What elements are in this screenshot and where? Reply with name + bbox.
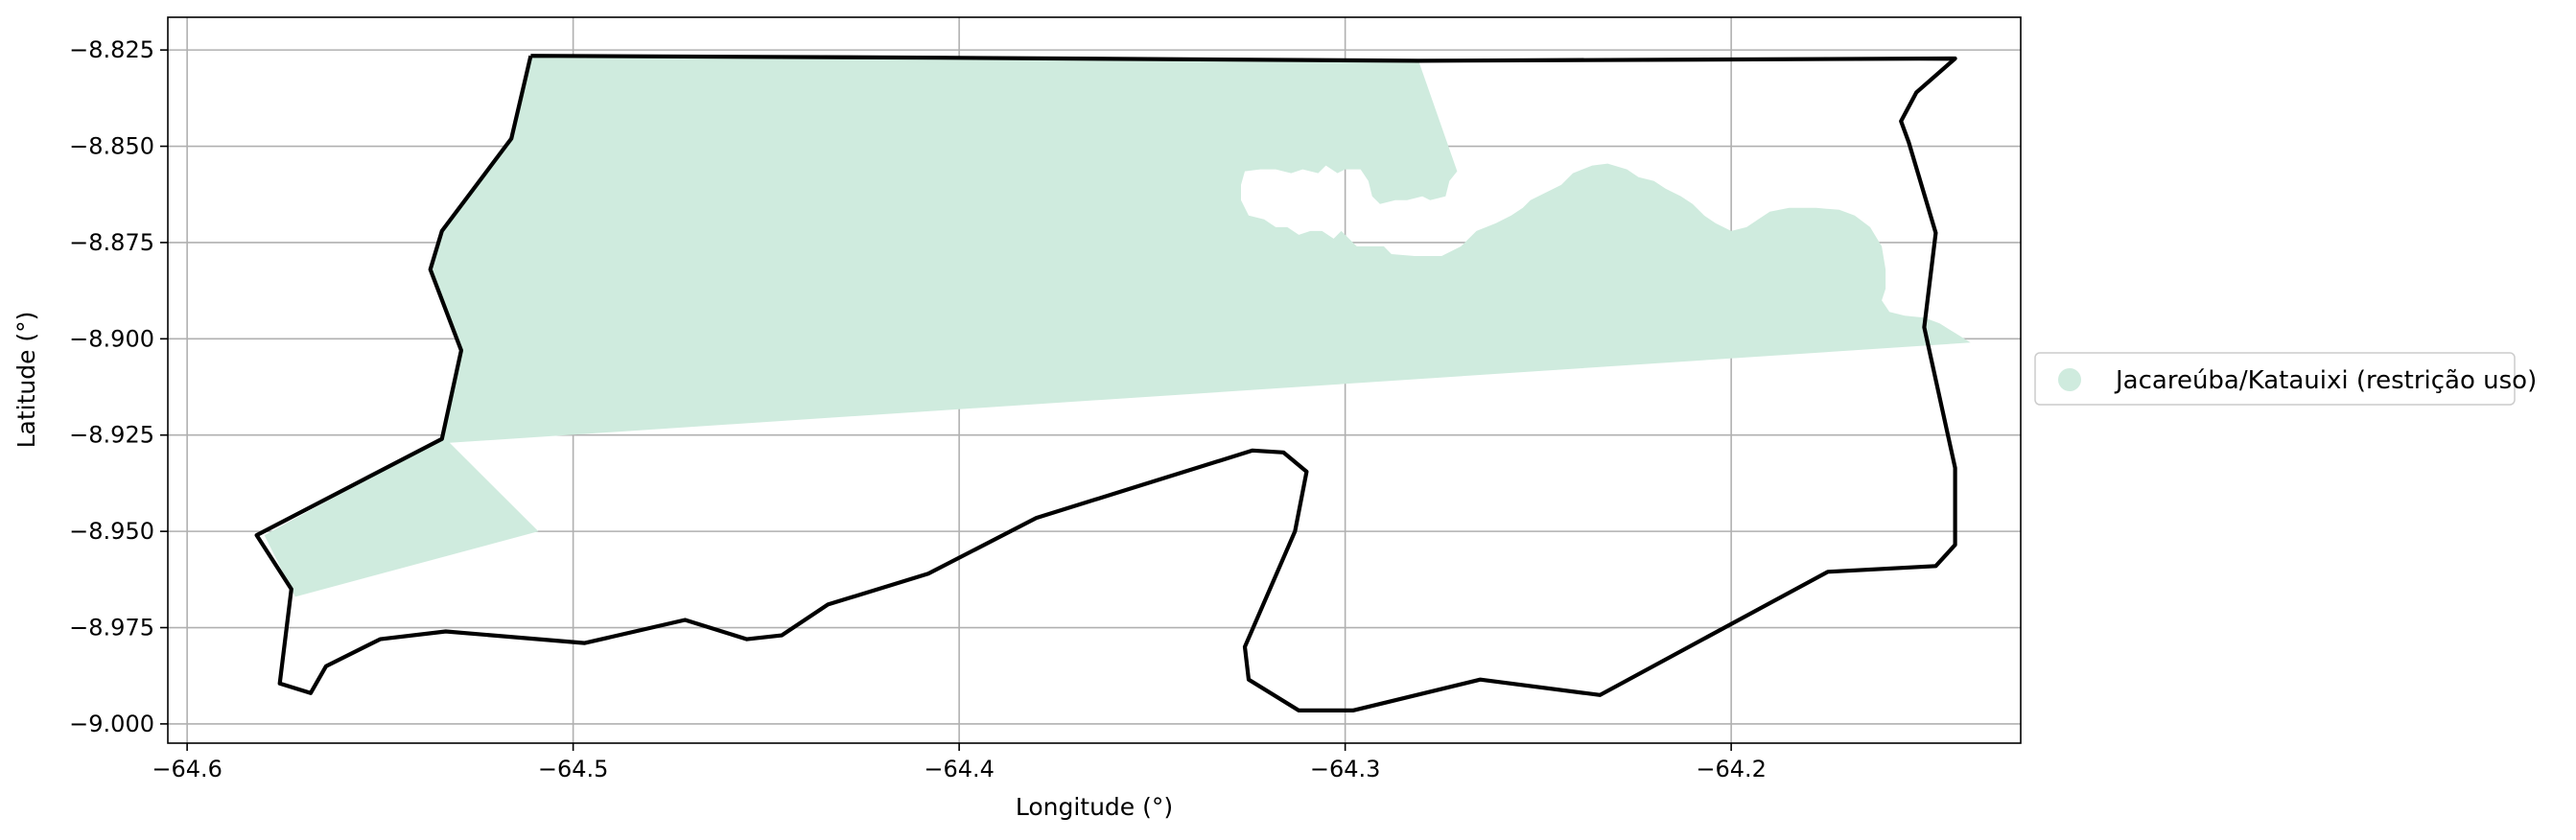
legend-box	[2034, 352, 2516, 406]
x-tick-label: −64.6	[152, 756, 222, 782]
legend-entry-label: Jacareúba/Katauixi (restrição uso)	[2114, 366, 2537, 395]
boundary-line	[254, 54, 1957, 712]
x-tick-label: −64.2	[1696, 756, 1767, 782]
legend-marker-circle	[2058, 368, 2081, 391]
y-tick-label: −8.900	[69, 325, 154, 352]
x-tick-label: −64.3	[1310, 756, 1381, 782]
plot-frame	[167, 16, 2022, 744]
x-axis-label: Longitude (°)	[1016, 793, 1173, 821]
y-tick-label: −8.975	[69, 615, 154, 642]
y-tick-label: −8.950	[69, 518, 154, 545]
y-tick-label: −9.000	[69, 711, 154, 737]
protected-area-polygon	[264, 56, 1971, 597]
legend: Jacareúba/Katauixi (restrição uso)	[2034, 352, 2537, 406]
x-tick-label: −64.4	[924, 756, 995, 782]
y-tick-label: −8.850	[69, 133, 154, 160]
map-layers	[254, 54, 1971, 712]
axis-ticks: −64.6 −64.5 −64.4 −64.3 −64.2 −8.825 −8.850 −8.…	[69, 36, 1767, 782]
y-tick-label: −8.925	[69, 422, 154, 449]
y-tick-label: −8.825	[69, 36, 154, 63]
x-tick-label: −64.5	[538, 756, 609, 782]
y-axis-label: Latitude (°)	[12, 312, 40, 449]
y-tick-label: −8.875	[69, 229, 154, 256]
